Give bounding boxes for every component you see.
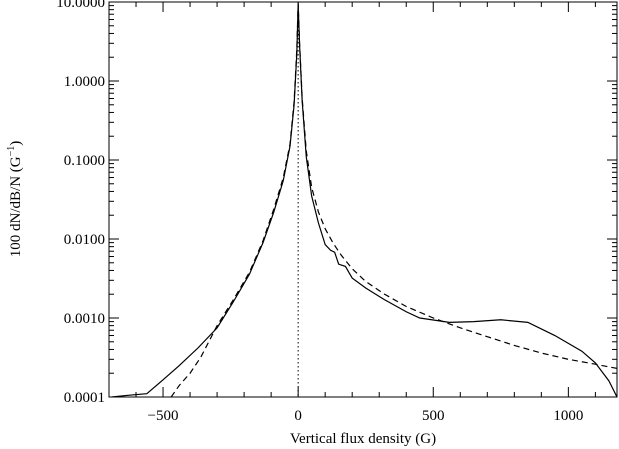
x-tick-label: 500 xyxy=(422,408,445,424)
x-tick-label: 0 xyxy=(294,408,302,424)
tick-labels: −500 0 500 1000 0.0001 0.0010 0.0100 0.1000 1.00… xyxy=(56,0,583,424)
y-axis-label-close: ) xyxy=(8,141,24,146)
y-tick-label: 10.0000 xyxy=(56,0,105,11)
axis-ticks xyxy=(108,1,617,398)
y-axis-label-exponent: −1 xyxy=(6,146,17,157)
plot-frame xyxy=(108,1,618,398)
x-tick-label: 1000 xyxy=(553,408,583,424)
series-line-dashed xyxy=(170,3,617,397)
y-tick-label: 0.1000 xyxy=(64,153,105,169)
y-tick-label: 1.0000 xyxy=(64,74,105,90)
y-axis-label-main: 100 dN/dB/N (G xyxy=(8,156,24,257)
x-axis-label: Vertical flux density (G) xyxy=(290,431,436,447)
y-tick-label: 0.0001 xyxy=(64,390,105,406)
y-tick-label: 0.0010 xyxy=(64,311,105,327)
y-tick-label: 0.0100 xyxy=(64,232,105,248)
x-tick-label: −500 xyxy=(148,408,179,424)
y-axis-label: 100 dN/dB/N (G−1) xyxy=(6,141,24,257)
series-line-solid xyxy=(111,3,617,397)
